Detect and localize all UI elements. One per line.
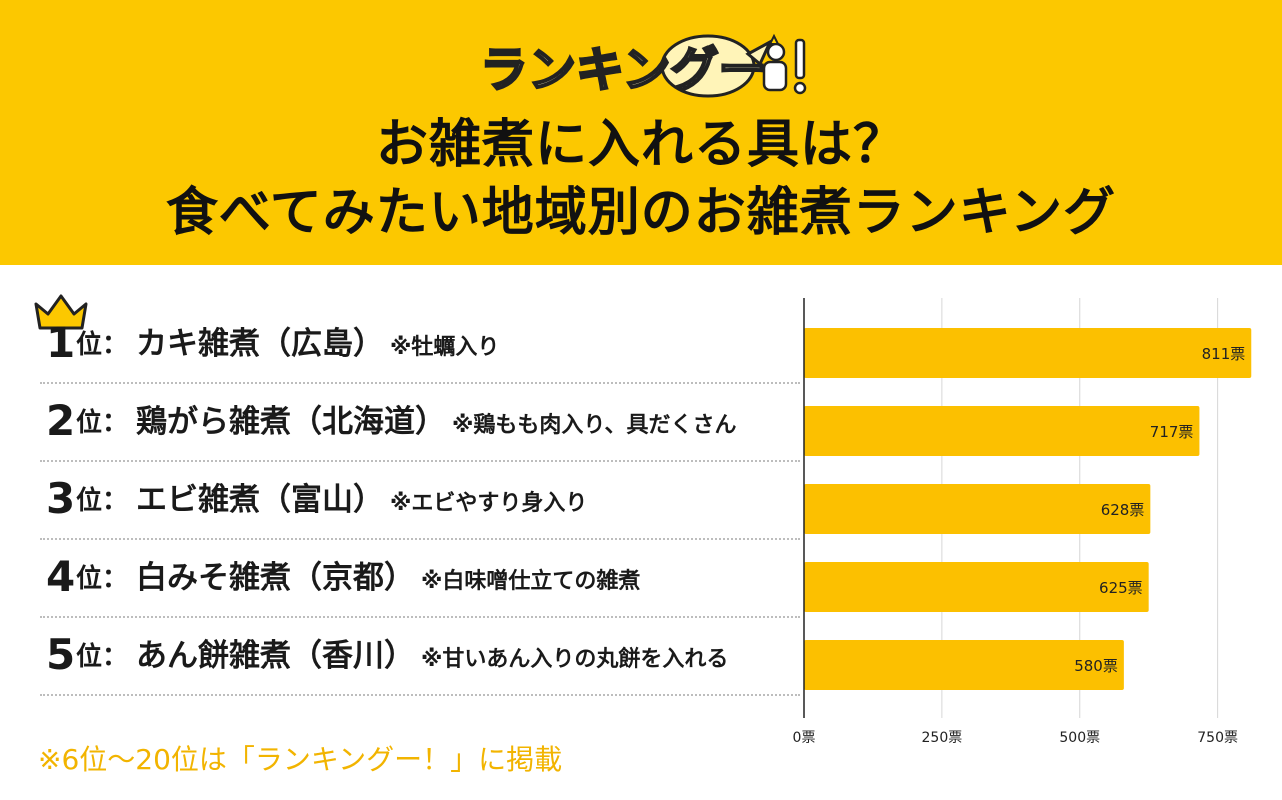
rank-name-text: 鶏がら雑煮（北海道） <box>136 404 446 440</box>
rank-note: ※白味噌仕立ての雑煮 <box>421 569 641 594</box>
x-tick-label: 0票 <box>793 730 816 746</box>
ranking-row-5: 5 位： あん餅雑煮（香川） ※甘いあん入りの丸餅を入れる <box>40 616 800 696</box>
bar-value-label: 628票 <box>1101 501 1145 519</box>
x-tick-label: 500票 <box>1059 730 1100 746</box>
bar <box>804 328 1252 378</box>
rank-note: ※鶏もも肉入り、具だくさん <box>452 413 737 438</box>
rank-number: 1 <box>46 318 76 367</box>
bar-value-label: 580票 <box>1074 657 1118 675</box>
x-tick-label: 750票 <box>1197 730 1238 746</box>
rank-name-text: エビ雑煮（富山） <box>136 482 384 518</box>
bar-value-label: 625票 <box>1099 579 1143 597</box>
ranking-row-1: 1 位： カキ雑煮（広島） ※牡蠣入り <box>40 304 800 384</box>
rank-name: エビ雑煮（富山） ※エビやすり身入り <box>136 482 587 522</box>
svg-text:ランキングー: ランキングー <box>480 42 767 98</box>
vote-bar-chart: 0票 250票 500票 750票 811票 717票 628票 625票 580票 <box>793 298 1252 746</box>
rank-note: ※エビやすり身入り <box>390 491 588 516</box>
rank-suffix: 位： <box>76 408 129 438</box>
rank-suffix: 位： <box>76 642 129 672</box>
rank-note: ※甘いあん入りの丸餅を入れる <box>421 647 729 672</box>
rank-number: 5 <box>46 630 76 679</box>
rank-note: ※牡蠣入り <box>390 335 500 360</box>
bar-value-label: 811票 <box>1202 345 1246 363</box>
crown-icon <box>34 294 88 330</box>
rank-number: 4 <box>46 552 76 601</box>
x-tick-label: 250票 <box>922 730 963 746</box>
rank-name: 鶏がら雑煮（北海道） ※鶏もも肉入り、具だくさん <box>136 404 737 444</box>
bar <box>804 406 1200 456</box>
bar <box>804 484 1151 534</box>
footnote: ※6位〜20位は「ランキングー！」に掲載 <box>38 743 563 776</box>
bar-value-label: 717票 <box>1150 423 1194 441</box>
rank-number: 2 <box>46 396 76 445</box>
rank-name: あん餅雑煮（香川） ※甘いあん入りの丸餅を入れる <box>136 638 728 678</box>
rank-suffix: 位： <box>76 330 129 360</box>
rank-name: 白みそ雑煮（京都） ※白味噌仕立ての雑煮 <box>136 560 640 600</box>
page-title-line1: お雑煮に入れる具は？ <box>375 115 906 175</box>
rank-name-text: 白みそ雑煮（京都） <box>136 560 415 596</box>
page-title-line2: 食べてみたい地域別のお雑煮ランキング <box>165 183 1117 243</box>
ranking-goo-logo: ランキングー <box>479 33 807 99</box>
rank-suffix: 位： <box>76 486 129 516</box>
bar <box>804 640 1124 690</box>
ranking-row-2: 2 位： 鶏がら雑煮（北海道） ※鶏もも肉入り、具だくさん <box>40 382 800 462</box>
bar <box>804 562 1149 612</box>
rank-suffix: 位： <box>76 564 129 594</box>
rank-name: カキ雑煮（広島） ※牡蠣入り <box>136 326 499 366</box>
rank-number: 3 <box>46 474 76 523</box>
header-banner: ランキングー お雑煮に入れる具は？ 食べてみたい地域別のお雑煮ランキング <box>0 0 1282 265</box>
ranking-row-4: 4 位： 白みそ雑煮（京都） ※白味噌仕立ての雑煮 <box>40 538 800 618</box>
rank-name-text: カキ雑煮（広島） <box>136 326 384 362</box>
rank-name-text: あん餅雑煮（香川） <box>136 638 415 674</box>
ranking-row-3: 3 位： エビ雑煮（富山） ※エビやすり身入り <box>40 460 800 540</box>
